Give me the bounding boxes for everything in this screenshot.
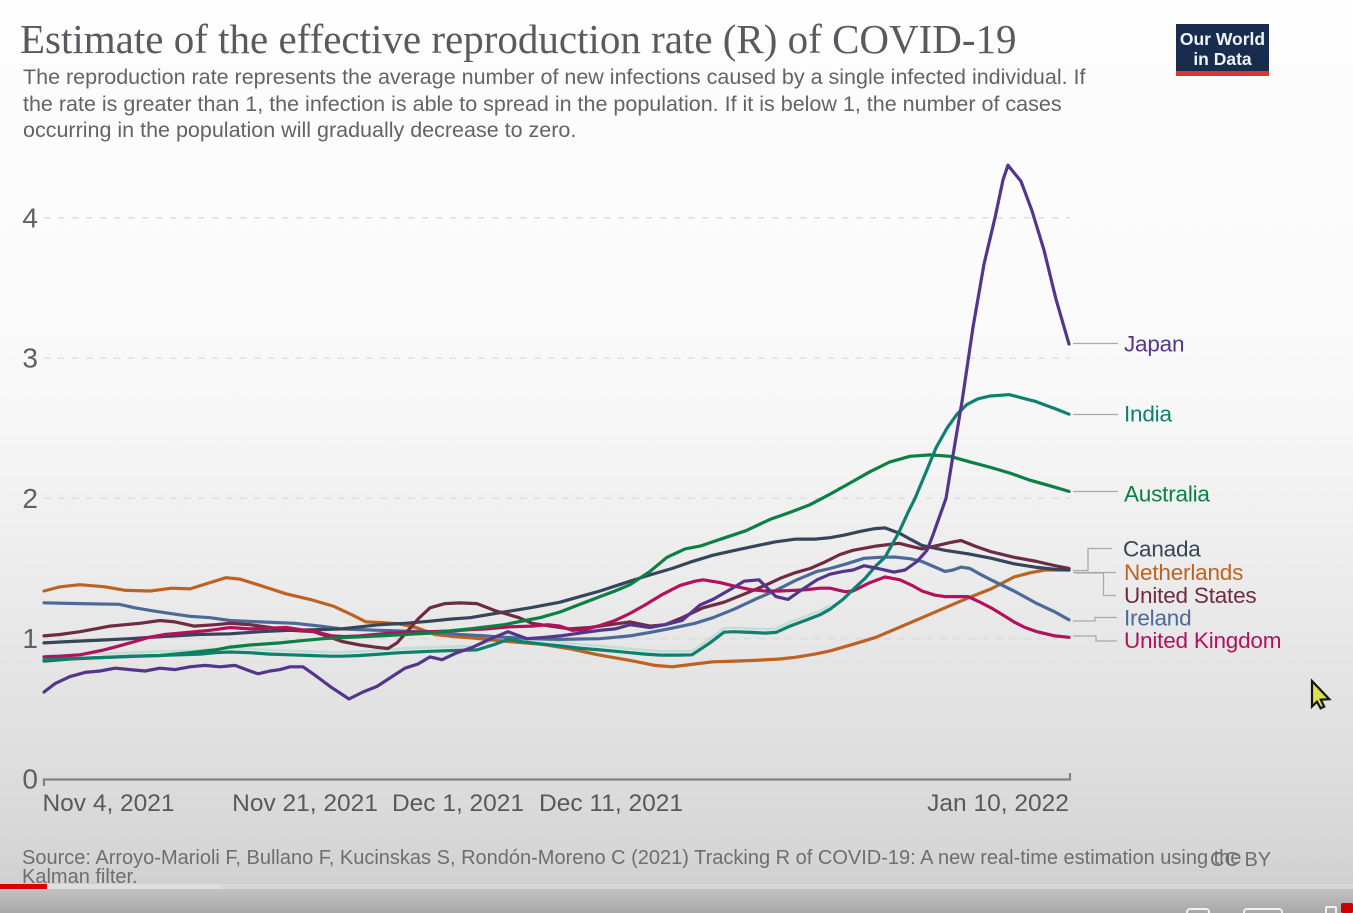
svg-text:Dec 11, 2021: Dec 11, 2021 <box>539 790 683 817</box>
svg-text:3: 3 <box>22 343 38 374</box>
svg-text:0: 0 <box>22 764 38 795</box>
svg-text:1: 1 <box>22 623 38 654</box>
svg-text:Jan 10, 2022: Jan 10, 2022 <box>927 790 1069 817</box>
svg-text:Ireland: Ireland <box>1124 606 1191 631</box>
svg-text:United Kingdom: United Kingdom <box>1124 628 1281 653</box>
svg-text:2: 2 <box>22 483 38 514</box>
svg-text:Nov 4, 2021: Nov 4, 2021 <box>42 790 174 817</box>
svg-text:United States: United States <box>1124 583 1256 608</box>
svg-text:Nov 21, 2021: Nov 21, 2021 <box>232 790 378 817</box>
svg-text:Canada: Canada <box>1123 537 1201 562</box>
svg-text:India: India <box>1124 402 1172 427</box>
svg-text:Dec 1, 2021: Dec 1, 2021 <box>392 790 524 817</box>
svg-text:Australia: Australia <box>1124 482 1210 507</box>
svg-text:4: 4 <box>22 202 38 233</box>
svg-text:Netherlands: Netherlands <box>1124 560 1243 585</box>
svg-text:Japan: Japan <box>1124 332 1184 357</box>
